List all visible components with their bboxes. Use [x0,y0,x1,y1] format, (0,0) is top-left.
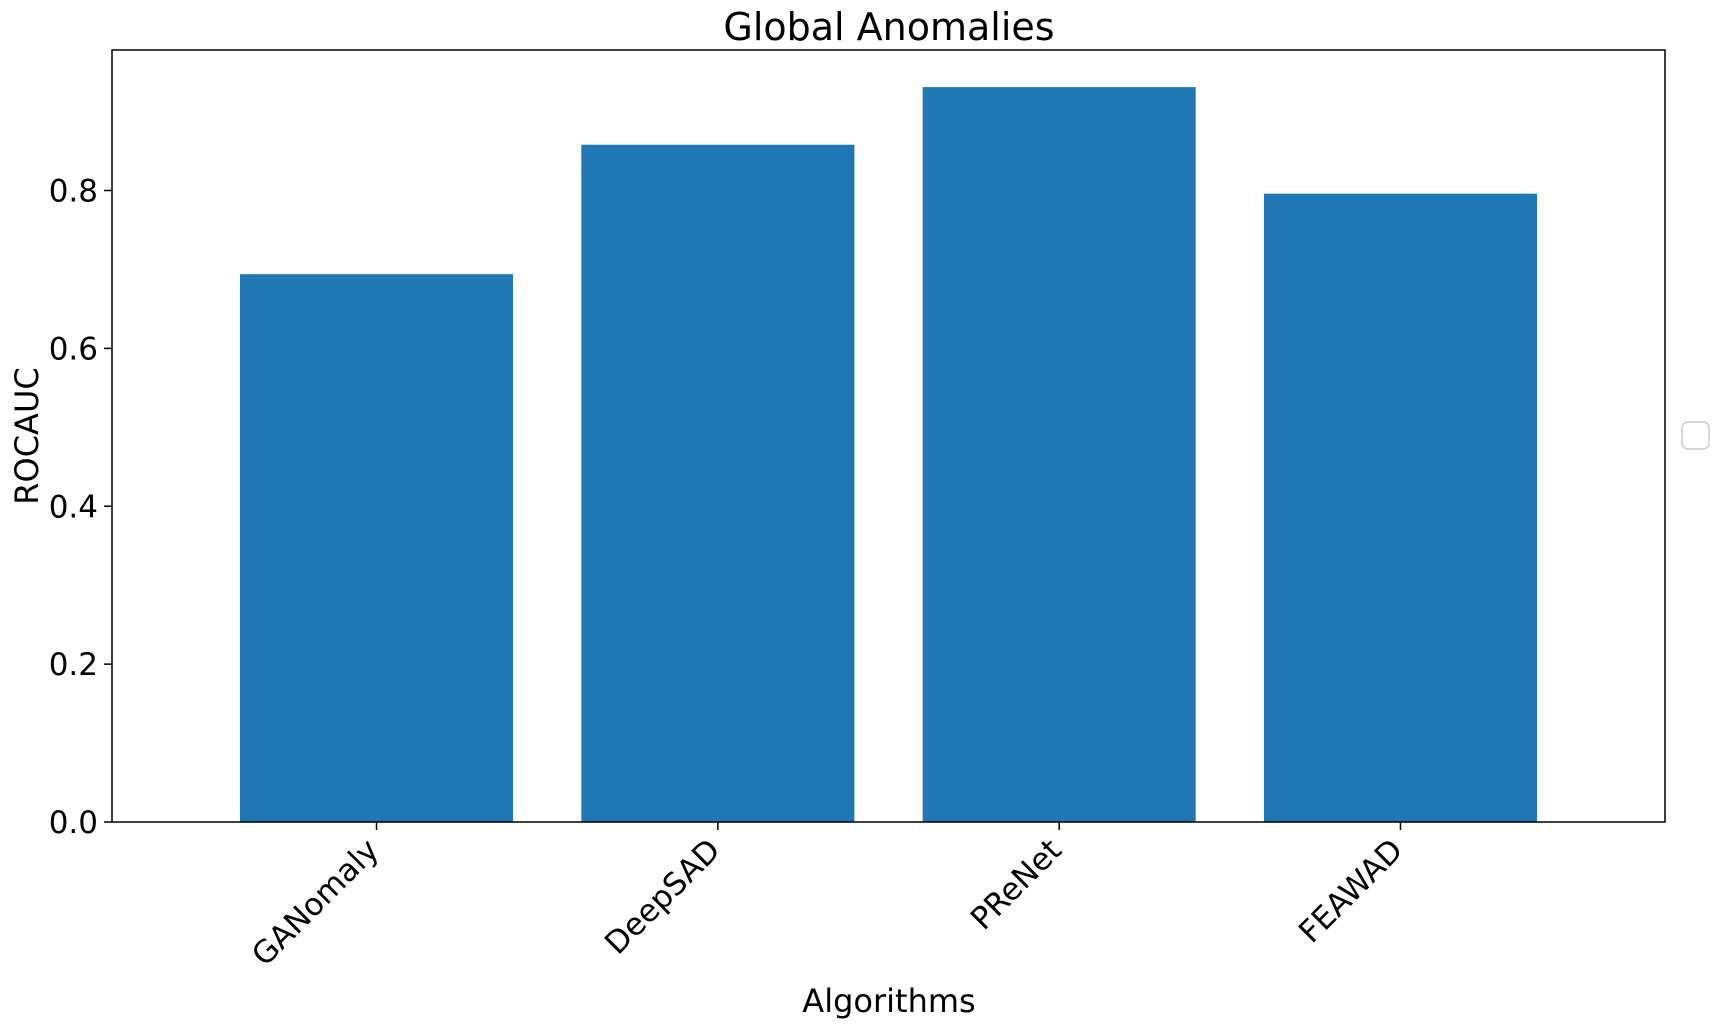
y-axis-ticks: 0.0 0.2 0.4 0.6 0.8 [49,174,112,841]
y-tick-label: 0.0 [49,805,98,841]
bar-deepsad [581,144,855,822]
bar-ganomaly [239,274,514,823]
x-tick-label: PReNet [964,832,1069,937]
x-axis-ticks: GANomaly DeepSAD PReNet FEAWAD [245,822,1410,973]
x-tick-label: DeepSAD [598,832,727,961]
y-axis-label: ROCAUC [8,367,46,504]
x-axis-label: Algorithms [802,982,975,1020]
plot-frame [111,49,1666,823]
y-tick-label: 0.8 [49,174,98,210]
bars-group [239,87,1538,823]
chart-title: Global Anomalies [723,5,1054,49]
y-tick-label: 0.4 [49,489,98,525]
x-tick-label: GANomaly [245,832,386,973]
bar-feawad [1263,193,1538,823]
y-tick-label: 0.2 [49,647,98,683]
bar-prenet [922,87,1196,822]
y-tick-label: 0.6 [49,331,98,367]
x-tick-label: FEAWAD [1292,832,1410,950]
legend-box [1681,421,1710,450]
